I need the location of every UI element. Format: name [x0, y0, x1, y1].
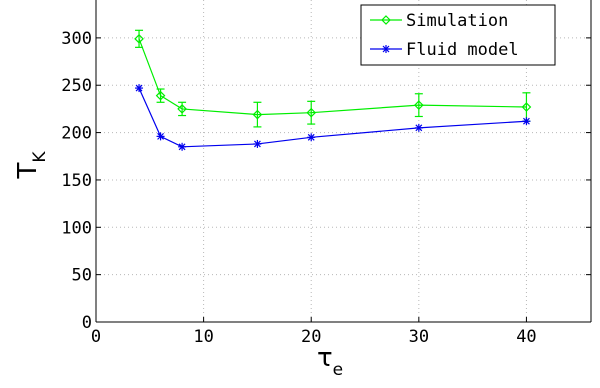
- error-bar: [253, 101, 262, 128]
- y-tick-label: 0: [82, 313, 92, 333]
- legend-box: [360, 4, 556, 66]
- data-point: [306, 107, 317, 118]
- legend-marker-fluid-model: [382, 45, 390, 53]
- legend: Simulation Fluid model: [360, 4, 556, 66]
- axes: [95, 0, 592, 323]
- legend-label-simulation: Simulation: [406, 11, 508, 31]
- svg-text:TK: TK: [13, 151, 50, 180]
- x-tick-label: 0: [91, 327, 101, 347]
- y-tick-label: 50: [72, 266, 92, 286]
- data-point: [135, 84, 144, 93]
- y-tick-label: 150: [61, 171, 92, 191]
- y-axis-label: TK: [13, 151, 50, 180]
- x-tick-label: 40: [516, 327, 536, 347]
- series-simulation: [134, 29, 532, 128]
- x-tick-label: 30: [409, 327, 429, 347]
- error-bar: [414, 93, 423, 118]
- data-point: [413, 100, 424, 110]
- x-axis-label: τe: [317, 343, 343, 380]
- y-tick-label: 200: [61, 124, 92, 144]
- data-point: [521, 102, 532, 112]
- data-point: [252, 109, 263, 120]
- error-bar: [135, 29, 144, 48]
- data-point: [307, 133, 316, 142]
- data-point: [253, 139, 262, 148]
- data-point: [414, 123, 423, 132]
- x-tick-label: 20: [301, 327, 321, 347]
- grid: [96, 0, 591, 322]
- data-point: [177, 104, 187, 114]
- x-tick-label: 10: [193, 327, 213, 347]
- y-tick-label: 100: [61, 218, 92, 238]
- series-fluid-model: [135, 84, 531, 151]
- series-layer: [134, 29, 532, 151]
- legend-label-fluid-model: Fluid model: [406, 40, 519, 60]
- error-bar: [307, 100, 316, 125]
- data-point: [156, 132, 165, 141]
- ticks: 0 10 20 30 40 0 50 100 150 200 250 300: [61, 29, 591, 347]
- data-point: [522, 117, 531, 126]
- legend-marker-simulation: [381, 15, 391, 25]
- data-point: [134, 33, 144, 44]
- y-tick-label: 300: [61, 29, 92, 49]
- data-point: [178, 142, 187, 151]
- y-tick-label: 250: [61, 76, 92, 96]
- data-point: [155, 90, 166, 101]
